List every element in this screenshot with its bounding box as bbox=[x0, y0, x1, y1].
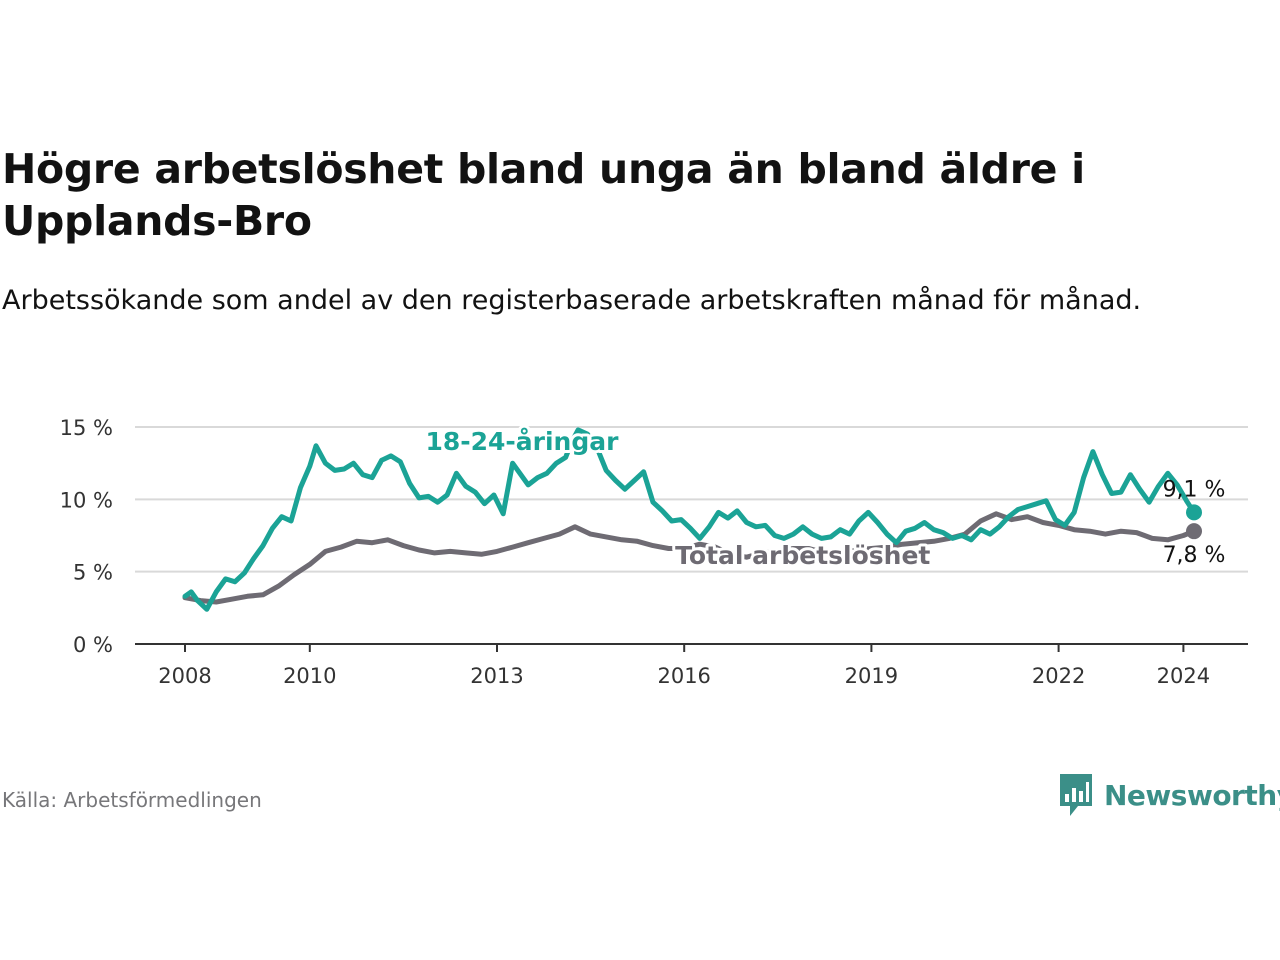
series-line-18-24 bbox=[182, 427, 1197, 612]
y-tick-label: 10 % bbox=[60, 488, 113, 512]
newsworthy-logo-icon bbox=[1060, 774, 1092, 816]
x-tick-label: 2008 bbox=[158, 664, 211, 688]
x-tick-label: 2022 bbox=[1032, 664, 1085, 688]
brand[interactable]: Newsworthy bbox=[1058, 772, 1280, 818]
brand-name: Newsworthy bbox=[1104, 778, 1280, 812]
series-label-18-24: 18-24-åringar bbox=[425, 427, 619, 456]
end-label-18-24: 9,1 % bbox=[1163, 477, 1226, 502]
y-tick-label: 0 % bbox=[73, 633, 113, 657]
source-note: Källa: Arbetsförmedlingen bbox=[2, 788, 262, 812]
end-marker-18-24 bbox=[1186, 504, 1203, 521]
x-tick-label: 2019 bbox=[845, 664, 898, 688]
x-tick-label: 2016 bbox=[657, 664, 710, 688]
chart-title: Högre arbetslöshet bland unga än bland ä… bbox=[2, 145, 1085, 245]
end-label-total: 7,8 % bbox=[1163, 543, 1226, 568]
x-tick-label: 2013 bbox=[470, 664, 523, 688]
line-chart: 0 % 5 % 10 % 15 % 2008 2010 2013 2016 2019 2022 20… bbox=[60, 416, 1248, 688]
series-line-total bbox=[182, 511, 1197, 605]
y-tick-label: 5 % bbox=[73, 561, 113, 585]
series-label-total: Total arbetslöshet bbox=[675, 541, 930, 570]
x-tick-label: 2024 bbox=[1157, 664, 1210, 688]
x-tick-label: 2010 bbox=[283, 664, 336, 688]
end-marker-total bbox=[1186, 523, 1203, 540]
y-tick-label: 15 % bbox=[60, 416, 113, 440]
chart-subtitle: Arbetssökande som andel av den registerb… bbox=[2, 285, 1142, 316]
